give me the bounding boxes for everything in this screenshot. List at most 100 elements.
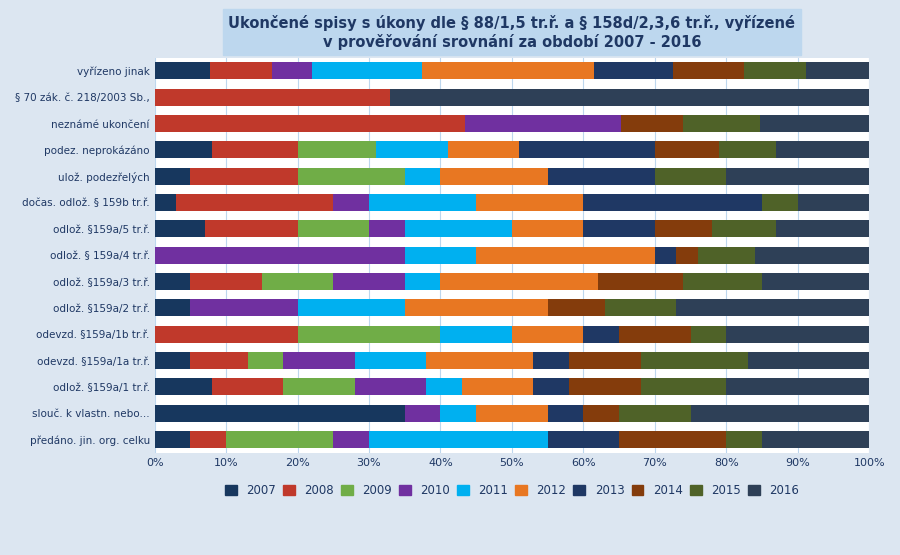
Bar (369, 431, 547, 448)
Bar (333, 194, 369, 211)
Title: Ukončené spisy s úkony dle § 88/1,5 tr.ř. a § 158d/2,3,6 tr.ř., vyřízené
v prově: Ukončené spisy s úkony dle § 88/1,5 tr.ř… (229, 15, 796, 49)
Bar (719, 142, 777, 158)
Bar (405, 168, 440, 185)
Bar (583, 194, 762, 211)
Bar (155, 352, 190, 369)
Bar (155, 246, 405, 264)
Bar (190, 431, 226, 448)
Bar (605, 299, 676, 316)
Bar (598, 273, 683, 290)
Bar (655, 246, 676, 264)
Bar (440, 326, 512, 343)
Bar (212, 142, 298, 158)
Bar (155, 62, 210, 79)
Bar (190, 352, 248, 369)
Bar (376, 142, 447, 158)
Bar (190, 273, 262, 290)
Bar (569, 352, 641, 369)
Bar (698, 246, 755, 264)
Bar (760, 115, 869, 132)
Bar (690, 326, 726, 343)
Bar (476, 194, 583, 211)
Bar (355, 352, 427, 369)
Bar (155, 405, 405, 422)
Bar (298, 326, 440, 343)
Bar (673, 62, 743, 79)
Bar (465, 115, 621, 132)
Bar (476, 246, 655, 264)
Bar (690, 405, 869, 422)
Bar (440, 405, 476, 422)
Bar (683, 115, 760, 132)
Bar (298, 142, 376, 158)
Bar (155, 299, 190, 316)
Bar (762, 431, 869, 448)
Bar (462, 379, 534, 396)
Bar (155, 168, 190, 185)
Bar (583, 326, 619, 343)
Bar (284, 379, 355, 396)
Bar (284, 352, 355, 369)
Legend: 2007, 2008, 2009, 2010, 2011, 2012, 2013, 2014, 2015, 2016: 2007, 2008, 2009, 2010, 2011, 2012, 2013… (220, 480, 804, 502)
Bar (248, 352, 284, 369)
Bar (405, 246, 476, 264)
Bar (333, 273, 405, 290)
Bar (155, 273, 190, 290)
Bar (333, 431, 369, 448)
Bar (210, 62, 273, 79)
Bar (155, 194, 176, 211)
Bar (476, 405, 547, 422)
Bar (755, 246, 869, 264)
Bar (743, 62, 806, 79)
Bar (676, 299, 869, 316)
Bar (176, 194, 333, 211)
Bar (190, 299, 298, 316)
Bar (440, 168, 547, 185)
Bar (273, 62, 311, 79)
Bar (155, 431, 190, 448)
Bar (569, 379, 641, 396)
Bar (369, 194, 476, 211)
Bar (547, 168, 655, 185)
Bar (155, 115, 465, 132)
Bar (655, 168, 726, 185)
Bar (427, 352, 534, 369)
Bar (155, 326, 298, 343)
Bar (621, 115, 683, 132)
Bar (447, 142, 519, 158)
Bar (512, 220, 583, 238)
Bar (641, 352, 748, 369)
Bar (204, 220, 298, 238)
Bar (547, 299, 605, 316)
Bar (427, 379, 462, 396)
Bar (421, 62, 594, 79)
Bar (547, 431, 619, 448)
Bar (726, 431, 762, 448)
Bar (748, 352, 869, 369)
Bar (583, 220, 655, 238)
Bar (712, 220, 777, 238)
Bar (512, 326, 583, 343)
Bar (534, 352, 569, 369)
Bar (583, 405, 619, 422)
Bar (155, 89, 391, 106)
Bar (298, 220, 369, 238)
Bar (619, 405, 690, 422)
Bar (655, 142, 719, 158)
Bar (519, 142, 655, 158)
Bar (777, 142, 869, 158)
Bar (226, 431, 333, 448)
Bar (405, 273, 440, 290)
Bar (726, 379, 869, 396)
Bar (619, 326, 690, 343)
Bar (405, 220, 512, 238)
Bar (726, 326, 869, 343)
Bar (155, 220, 204, 238)
Bar (534, 379, 569, 396)
Bar (369, 220, 405, 238)
Bar (311, 62, 421, 79)
Bar (762, 194, 797, 211)
Bar (777, 220, 869, 238)
Bar (683, 273, 762, 290)
Bar (806, 62, 869, 79)
